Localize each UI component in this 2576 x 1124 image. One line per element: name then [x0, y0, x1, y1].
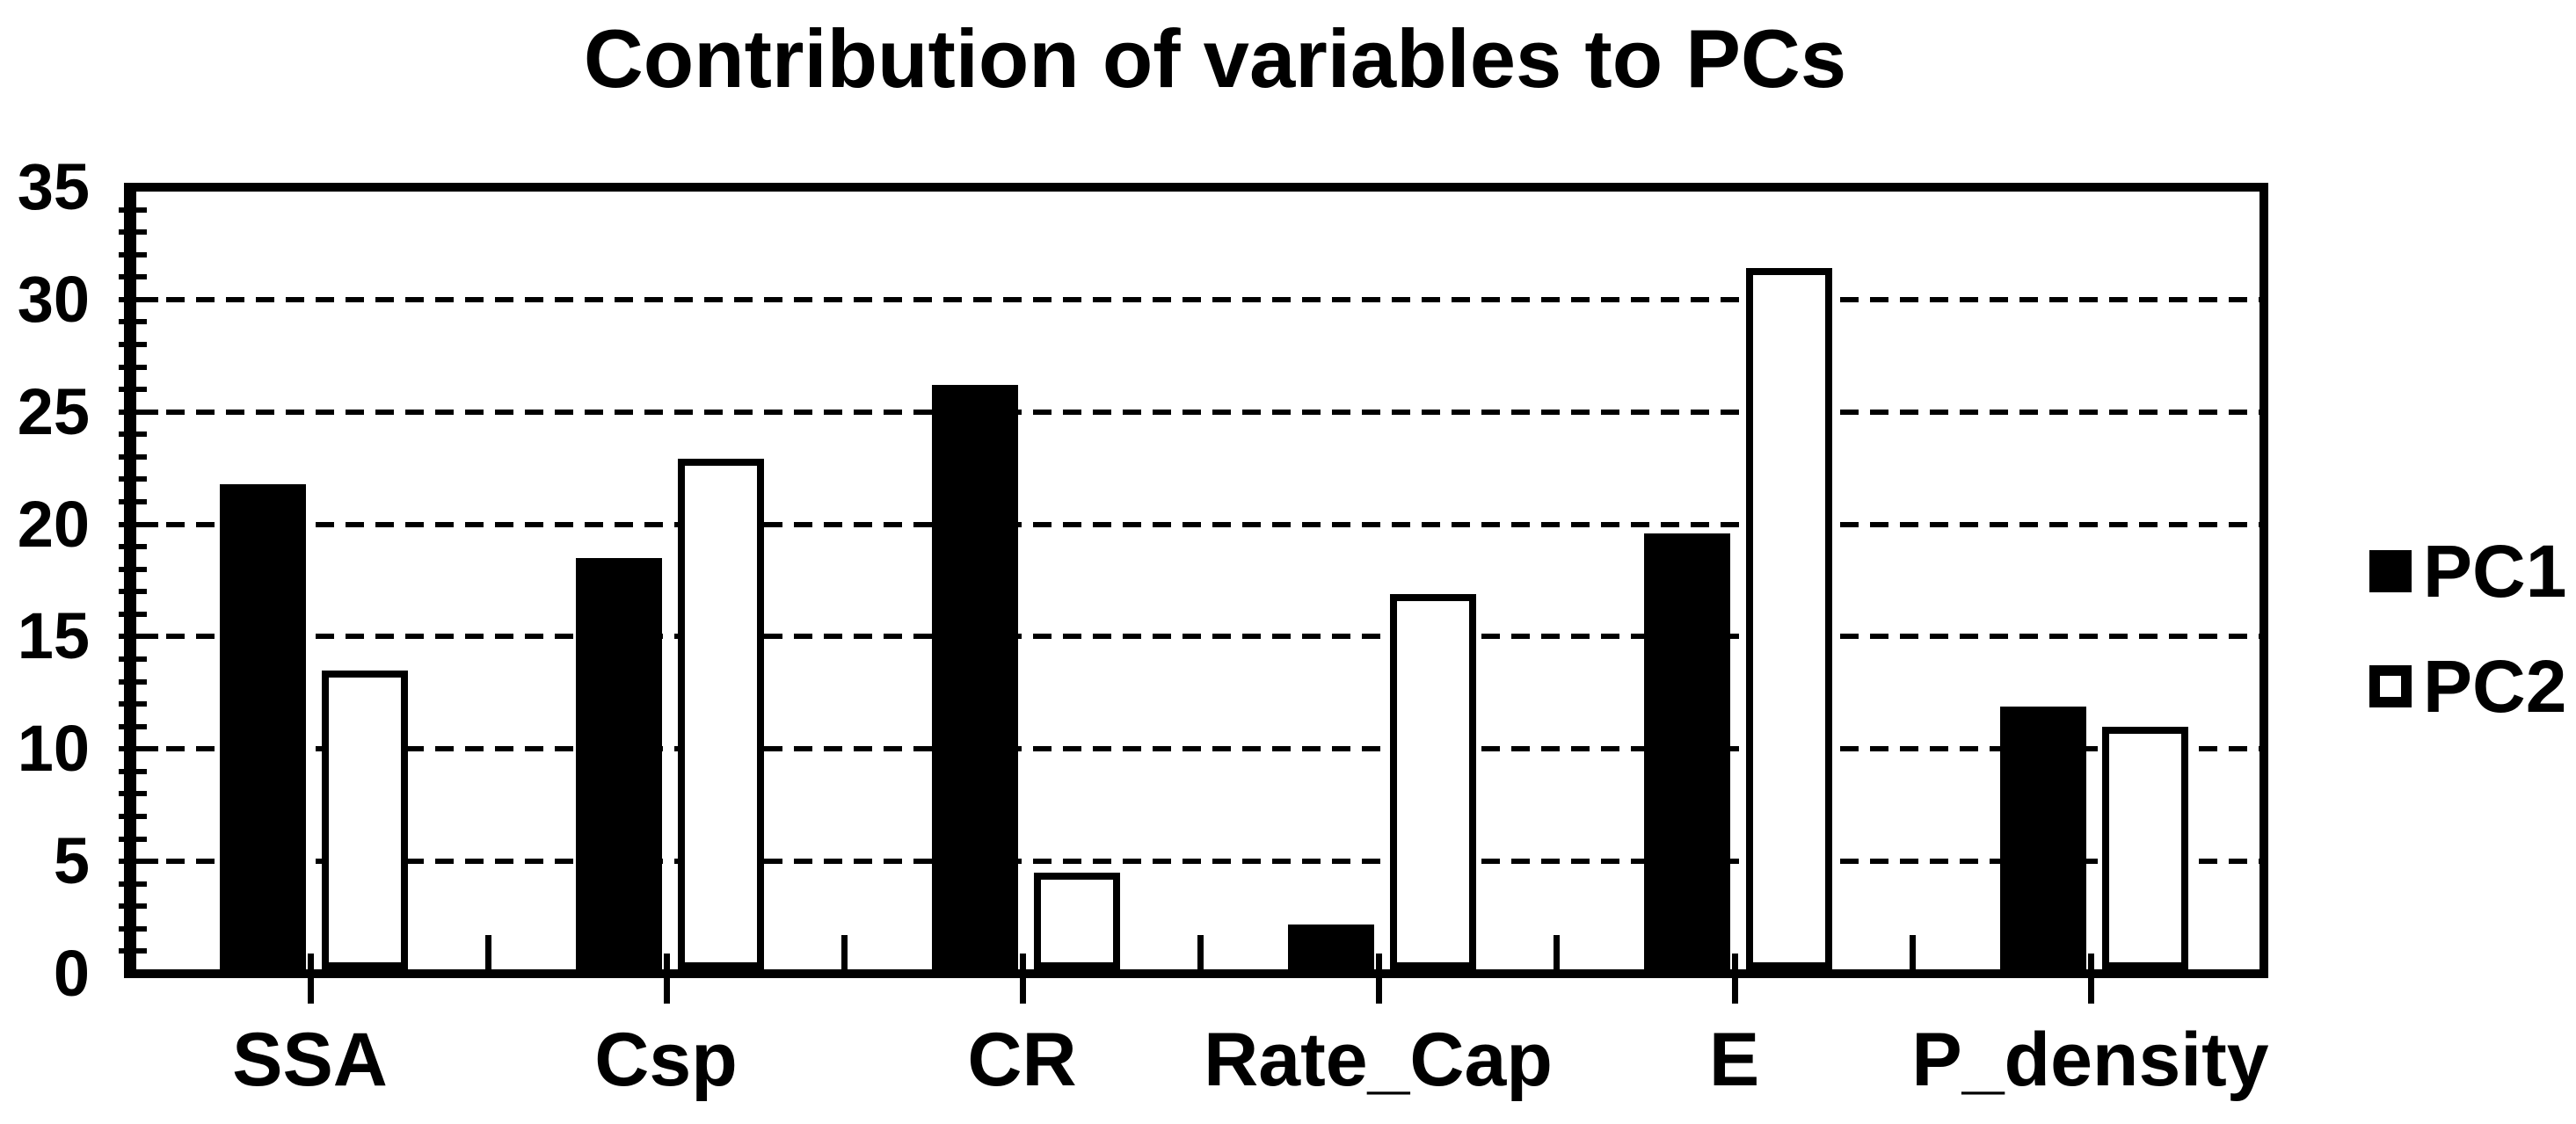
x-center-tick-cr [1019, 954, 1026, 1004]
y-minor-tick-12 [119, 701, 147, 707]
y-minor-tick-11 [119, 723, 147, 729]
y-tick-label-15: 15 [17, 599, 90, 673]
x-center-tick-csp [663, 954, 670, 1004]
plot-frame-right [2259, 183, 2268, 978]
y-minor-tick-18 [119, 566, 147, 572]
gridline-15 [136, 634, 2259, 640]
legend-label-pc1: PC1 [2423, 530, 2567, 613]
y-tick-label-10: 10 [17, 712, 90, 786]
x-boundary-tick-5 [1910, 935, 1916, 969]
x-axis-label-cr: CR [967, 1018, 1077, 1102]
y-minor-tick-1 [119, 948, 147, 954]
x-axis-label-e: E [1708, 1018, 1760, 1102]
y-minor-tick-33 [119, 229, 147, 236]
y-minor-tick-8 [119, 791, 147, 797]
gridline-25 [136, 409, 2259, 415]
y-major-tick-10 [119, 746, 158, 752]
x-boundary-tick-3 [1197, 935, 1204, 969]
y-minor-tick-27 [119, 364, 147, 370]
bar-pc1-e [1643, 533, 1730, 969]
legend-marker-pc1-icon [2369, 550, 2412, 592]
plot-frame-bottom [124, 969, 2268, 978]
y-major-tick-5 [119, 859, 158, 865]
x-center-tick-p_density [2087, 954, 2094, 1004]
bar-pc1-ssa [219, 483, 306, 969]
y-minor-tick-34 [119, 207, 147, 213]
y-minor-tick-22 [119, 476, 147, 482]
y-minor-tick-29 [119, 319, 147, 325]
y-minor-tick-32 [119, 251, 147, 257]
y-minor-tick-31 [119, 274, 147, 280]
y-tick-label-5: 5 [53, 824, 90, 898]
y-minor-tick-14 [119, 656, 147, 663]
y-minor-tick-23 [119, 453, 147, 460]
y-axis-line [124, 183, 136, 978]
y-major-tick-25 [119, 409, 158, 415]
bar-pc2-csp [677, 459, 764, 969]
y-minor-tick-7 [119, 814, 147, 819]
x-axis-label-csp: Csp [594, 1018, 738, 1102]
y-tick-label-20: 20 [17, 487, 90, 561]
y-minor-tick-28 [119, 342, 147, 348]
plot-frame-top [124, 183, 2268, 192]
y-minor-tick-3 [119, 903, 147, 910]
y-minor-tick-16 [119, 611, 147, 617]
y-major-tick-15 [119, 634, 158, 640]
bar-pc2-ssa [321, 670, 408, 969]
x-axis-label-p_density: P_density [1911, 1018, 2269, 1102]
gridline-5 [136, 859, 2259, 865]
bar-pc1-rate_cap [1287, 924, 1374, 969]
y-minor-tick-2 [119, 925, 147, 932]
bar-pc1-cr [931, 385, 1018, 969]
bar-pc2-rate_cap [1389, 593, 1476, 969]
y-minor-tick-21 [119, 499, 147, 505]
bar-pc2-cr [1033, 872, 1120, 969]
y-tick-label-25: 25 [17, 374, 90, 448]
y-minor-tick-9 [119, 768, 147, 774]
gridline-10 [136, 746, 2259, 752]
x-boundary-tick-2 [841, 935, 848, 969]
y-tick-label-35: 35 [17, 150, 90, 224]
x-center-tick-ssa [307, 954, 314, 1004]
y-minor-tick-19 [119, 544, 147, 550]
y-tick-label-30: 30 [17, 262, 90, 336]
y-minor-tick-4 [119, 881, 147, 887]
x-axis-label-ssa: SSA [232, 1018, 388, 1102]
y-minor-tick-13 [119, 678, 147, 685]
y-minor-tick-17 [119, 589, 147, 595]
bar-pc1-p_density [1999, 706, 2086, 969]
x-boundary-tick-1 [485, 935, 491, 969]
gridline-30 [136, 296, 2259, 302]
y-minor-tick-24 [119, 431, 147, 438]
y-minor-tick-26 [119, 387, 147, 393]
y-tick-label-0: 0 [53, 937, 90, 1010]
x-center-tick-rate_cap [1375, 954, 1382, 1004]
x-axis-label-rate_cap: Rate_Cap [1204, 1018, 1553, 1102]
x-center-tick-e [1731, 954, 1738, 1004]
y-major-tick-20 [119, 521, 158, 527]
y-minor-tick-6 [119, 836, 147, 842]
x-boundary-tick-4 [1554, 935, 1560, 969]
bar-pc2-e [1745, 268, 1832, 969]
y-major-tick-30 [119, 296, 158, 302]
legend-marker-pc2-icon [2369, 665, 2412, 707]
gridline-20 [136, 521, 2259, 527]
bar-pc1-csp [575, 557, 662, 969]
chart-title: Contribution of variables to PCs [583, 12, 1847, 105]
legend-label-pc2: PC2 [2423, 645, 2567, 728]
bar-pc2-p_density [2101, 726, 2188, 969]
